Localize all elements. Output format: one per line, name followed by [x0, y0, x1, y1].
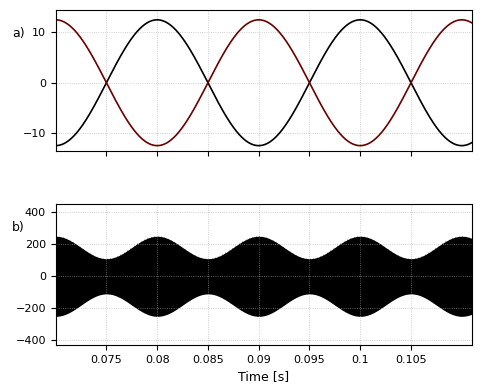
Text: b): b) — [12, 221, 25, 234]
Text: a): a) — [12, 27, 25, 40]
X-axis label: Time [s]: Time [s] — [238, 370, 289, 383]
